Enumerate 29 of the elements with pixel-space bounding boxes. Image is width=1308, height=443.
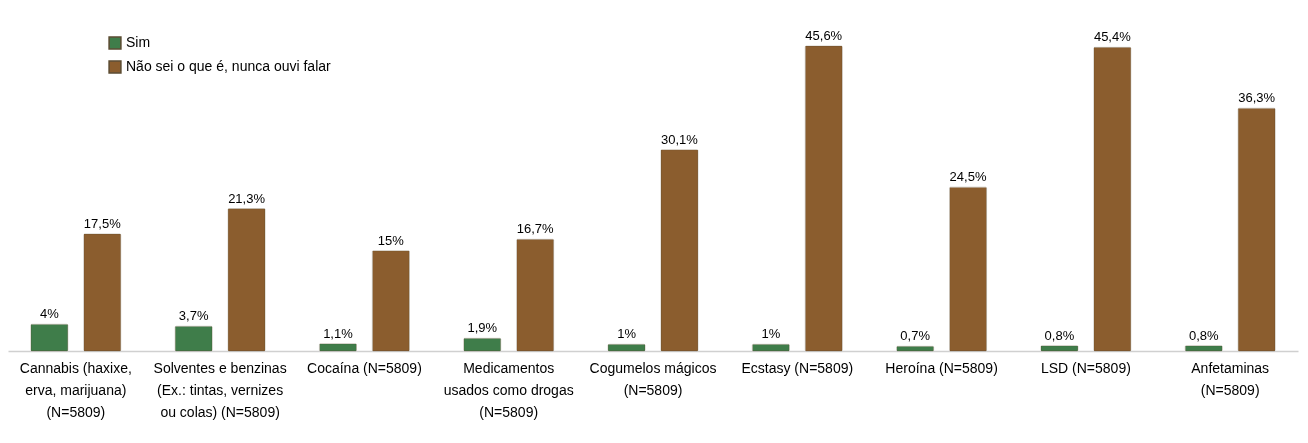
data-label: 1%: [761, 326, 781, 342]
data-label: 30,1%: [661, 131, 699, 147]
x-tick-label: Cannabis (haxixe, erva, marijuana) (N=5809): [19, 359, 132, 420]
x-tick-label: Cocaína (N=5809): [307, 359, 422, 376]
data-label: 36,3%: [1238, 90, 1276, 106]
x-tick-label: LSD (N=5809): [1040, 359, 1131, 376]
data-label: 15%: [377, 232, 405, 248]
data-label: 4%: [39, 306, 60, 322]
x-tick-label: Solventes e benzinas (Ex.: tintas, vernizes ou colas) (N=5809): [153, 359, 287, 420]
data-label: 3,7%: [178, 308, 209, 324]
data-label: 16,7%: [516, 221, 555, 237]
legend-label: Não sei o que é, nunca ouvi falar: [126, 58, 332, 74]
data-label: 17,5%: [83, 215, 122, 231]
data-label: 0,7%: [900, 328, 931, 344]
x-tick-label: Ecstasy (N=5809): [741, 359, 854, 376]
x-tick-label: Heroína (N=5809): [885, 359, 998, 376]
x-tick-label: Cogumelos mágicos (N=5809): [589, 359, 717, 398]
data-label: 24,5%: [949, 169, 987, 185]
data-label: 21,3%: [228, 190, 266, 206]
legend-label: Sim: [126, 34, 151, 50]
data-label: 45,6%: [805, 28, 843, 43]
data-label: 1,1%: [323, 325, 354, 341]
data-label: 0,8%: [1188, 327, 1219, 343]
x-tick-label: Anfetaminas (N=5809): [1191, 359, 1270, 398]
data-label: 1%: [617, 326, 637, 342]
data-label: 45,4%: [1093, 29, 1132, 45]
data-label: 0,8%: [1044, 327, 1075, 343]
data-label: 1,9%: [467, 320, 498, 336]
x-tick-label: Medicamentos usados como drogas (N=5809): [443, 359, 574, 420]
